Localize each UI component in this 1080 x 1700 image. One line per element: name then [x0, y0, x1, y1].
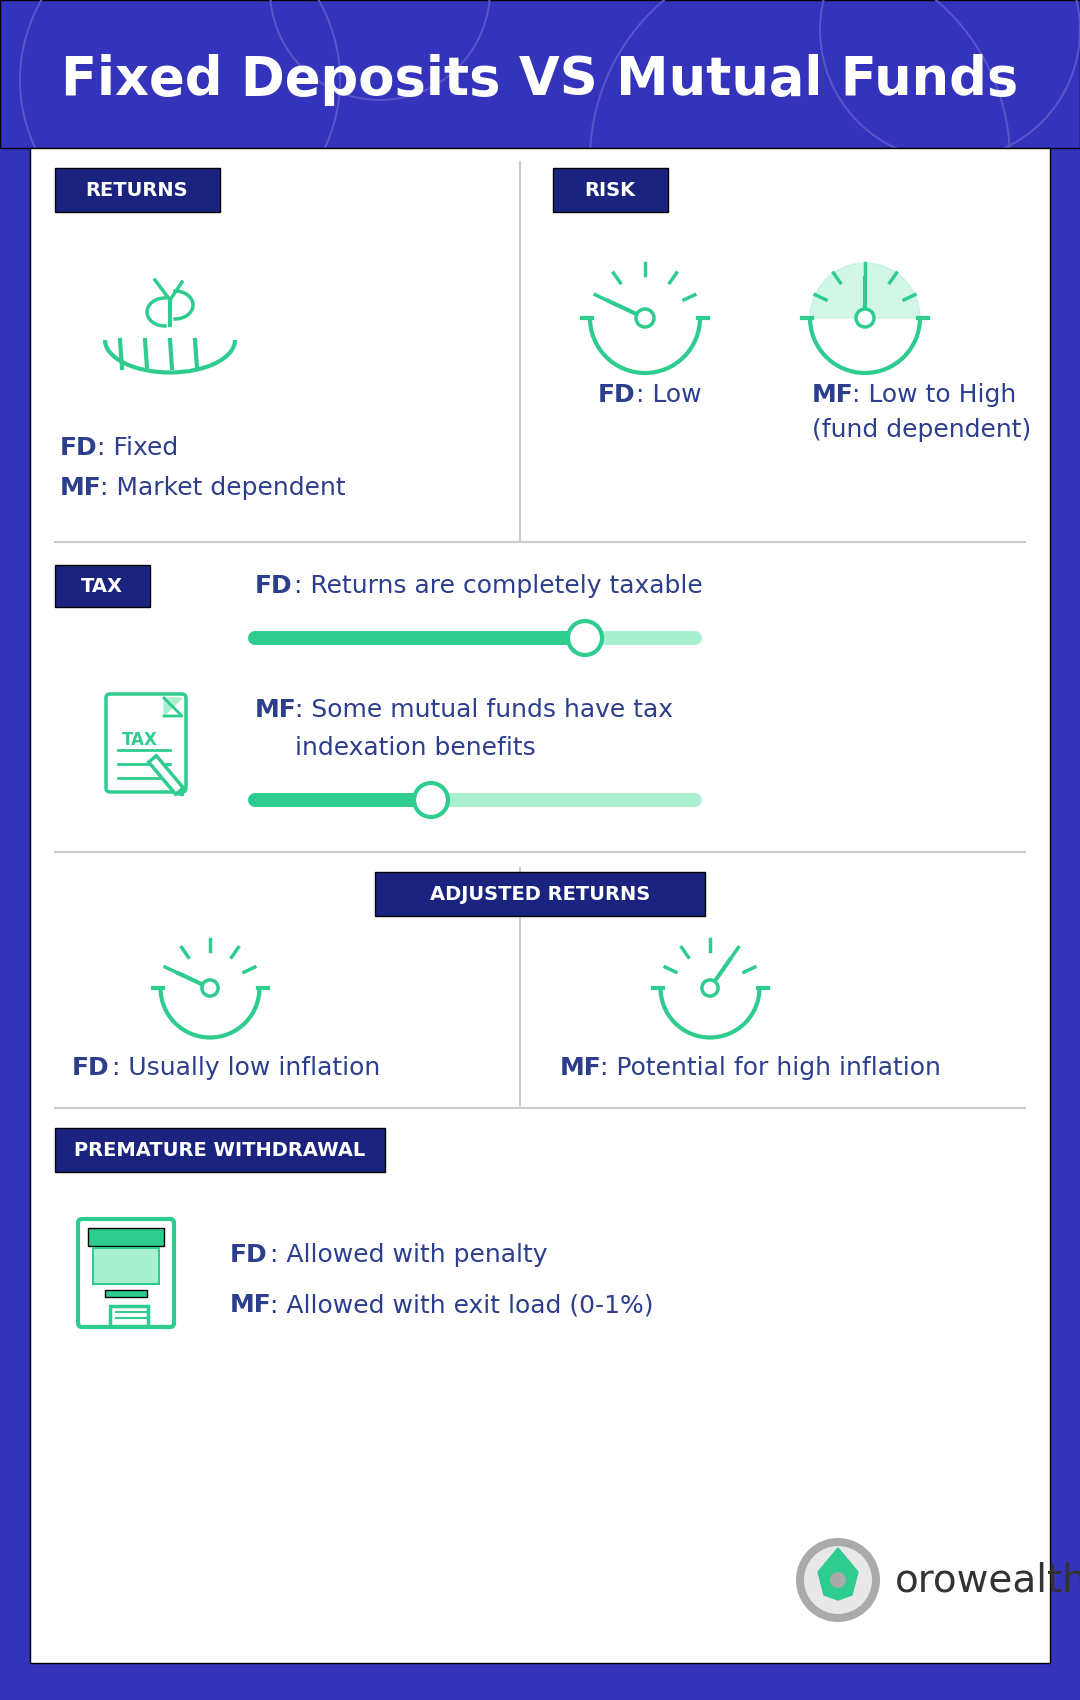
- FancyBboxPatch shape: [553, 168, 669, 212]
- Circle shape: [414, 784, 448, 818]
- Text: TAX: TAX: [122, 731, 158, 750]
- Text: (fund dependent): (fund dependent): [812, 418, 1031, 442]
- FancyBboxPatch shape: [55, 168, 220, 212]
- Text: RETURNS: RETURNS: [85, 180, 188, 199]
- Circle shape: [856, 309, 874, 326]
- Text: Fixed Deposits VS Mutual Funds: Fixed Deposits VS Mutual Funds: [62, 54, 1018, 105]
- FancyBboxPatch shape: [55, 1129, 384, 1171]
- Polygon shape: [149, 756, 184, 794]
- Text: MF: MF: [561, 1056, 602, 1080]
- Text: : Usually low inflation: : Usually low inflation: [112, 1056, 380, 1080]
- Polygon shape: [176, 787, 184, 796]
- FancyBboxPatch shape: [105, 1290, 147, 1297]
- Text: FD: FD: [255, 575, 293, 598]
- Text: : Allowed with penalty: : Allowed with penalty: [270, 1243, 548, 1266]
- Text: FD: FD: [598, 382, 636, 406]
- FancyBboxPatch shape: [30, 148, 1050, 1663]
- Circle shape: [831, 1572, 846, 1588]
- Circle shape: [202, 979, 218, 996]
- FancyBboxPatch shape: [87, 1227, 164, 1246]
- FancyBboxPatch shape: [106, 694, 186, 792]
- Text: FD: FD: [230, 1243, 268, 1266]
- Circle shape: [568, 620, 602, 654]
- Polygon shape: [810, 264, 920, 318]
- Text: indexation benefits: indexation benefits: [295, 736, 536, 760]
- Text: orowealth: orowealth: [895, 1561, 1080, 1600]
- Text: : Returns are completely taxable: : Returns are completely taxable: [294, 575, 703, 598]
- FancyBboxPatch shape: [0, 0, 1080, 148]
- Circle shape: [636, 309, 654, 326]
- Text: : Low to High: : Low to High: [852, 382, 1016, 406]
- Circle shape: [804, 1545, 872, 1613]
- Text: : Market dependent: : Market dependent: [100, 476, 346, 500]
- FancyBboxPatch shape: [55, 564, 150, 607]
- FancyBboxPatch shape: [93, 1248, 159, 1284]
- Text: : Some mutual funds have tax: : Some mutual funds have tax: [295, 699, 673, 722]
- Text: : Fixed: : Fixed: [97, 435, 178, 461]
- Text: : Allowed with exit load (0-1%): : Allowed with exit load (0-1%): [270, 1294, 653, 1318]
- FancyBboxPatch shape: [78, 1219, 174, 1328]
- FancyBboxPatch shape: [375, 872, 705, 916]
- Text: MF: MF: [812, 382, 854, 406]
- Text: MF: MF: [255, 699, 297, 722]
- Text: PREMATURE WITHDRAWAL: PREMATURE WITHDRAWAL: [75, 1141, 366, 1159]
- Text: FD: FD: [60, 435, 97, 461]
- Text: MF: MF: [60, 476, 102, 500]
- Polygon shape: [818, 1549, 858, 1600]
- Text: RISK: RISK: [584, 180, 635, 199]
- Circle shape: [796, 1538, 880, 1622]
- Text: : Potential for high inflation: : Potential for high inflation: [600, 1056, 941, 1080]
- Text: MF: MF: [230, 1294, 272, 1318]
- Circle shape: [702, 979, 718, 996]
- Polygon shape: [164, 699, 183, 716]
- Text: ADJUSTED RETURNS: ADJUSTED RETURNS: [430, 884, 650, 903]
- Text: : Low: : Low: [636, 382, 702, 406]
- Text: TAX: TAX: [81, 576, 123, 595]
- Text: FD: FD: [72, 1056, 110, 1080]
- FancyBboxPatch shape: [110, 1306, 148, 1326]
